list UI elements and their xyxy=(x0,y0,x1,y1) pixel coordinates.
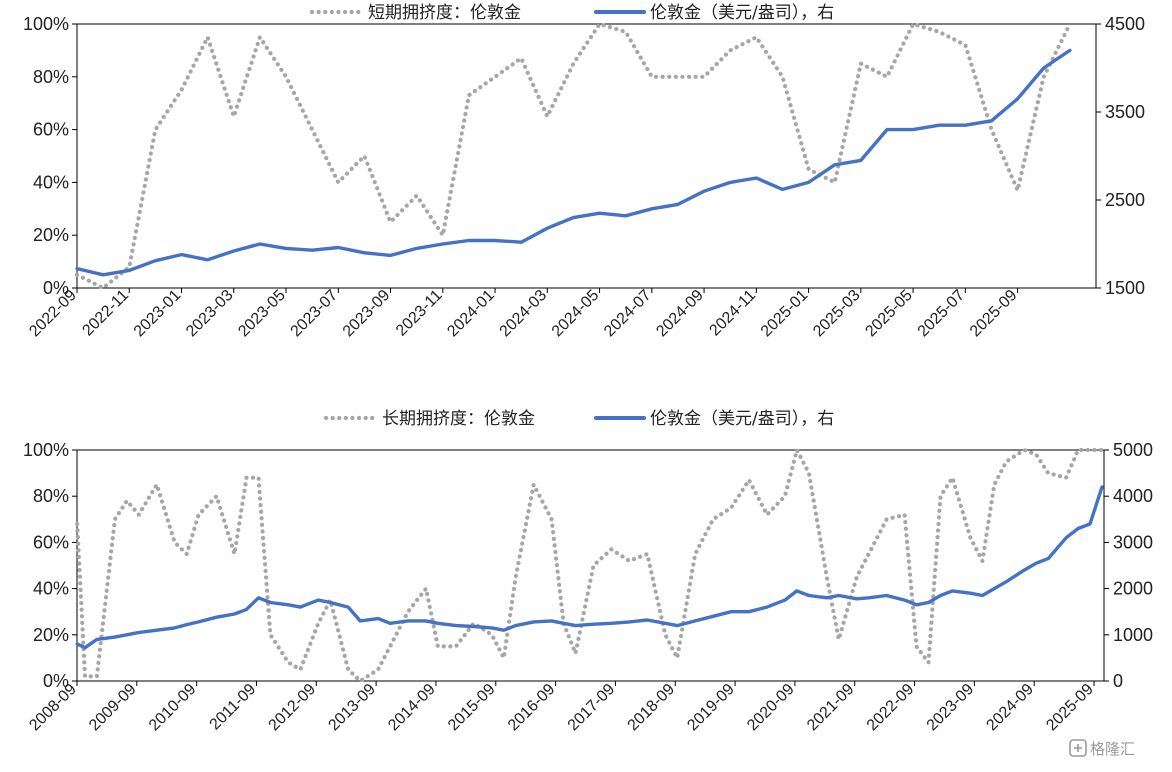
gold-price-line xyxy=(75,485,1104,650)
x-tick-label: 2022-09 xyxy=(864,681,918,735)
y-left-tick-label: 100% xyxy=(23,440,69,460)
x-tick-label: 2023-09 xyxy=(340,287,394,341)
y-right-tick-label: 4500 xyxy=(1105,14,1145,34)
x-tick-label: 2023-09 xyxy=(924,681,978,735)
x-tick-label: 2023-03 xyxy=(183,287,237,341)
x-tick-label: 2024-05 xyxy=(549,287,603,341)
x-tick-label: 2015-09 xyxy=(445,681,499,735)
x-tick-label: 2023-01 xyxy=(131,287,185,341)
y-right-tick-label: 4000 xyxy=(1113,486,1153,506)
x-tick-label: 2025-05 xyxy=(862,287,916,341)
y-left-tick-label: 20% xyxy=(33,225,69,245)
chart-bottom-long-term: 0% 20% 40% 60% 80% 100% 0 1000 2000 3000 4000 5000 2… xyxy=(23,409,1153,734)
y-right-tick-label: 2500 xyxy=(1105,190,1145,210)
y-right-tick-label: 1500 xyxy=(1105,278,1145,298)
x-tick-label: 2022-11 xyxy=(79,287,132,340)
legend-label: 伦敦金（美元/盎司），右 xyxy=(650,409,834,429)
x-tick-label: 2025-01 xyxy=(758,287,812,341)
y-right-tick-label: 3000 xyxy=(1113,532,1153,552)
y-left-tick-label: 40% xyxy=(33,172,69,192)
x-tick-label: 2024-03 xyxy=(497,287,551,341)
y-right-tick-label: 0 xyxy=(1113,671,1123,691)
x-tick-label: 2011-09 xyxy=(207,681,260,734)
y-left-tick-label: 100% xyxy=(23,14,69,34)
x-tick-label: 2025-09 xyxy=(967,287,1021,341)
x-tick-label: 2018-09 xyxy=(625,681,679,735)
y-left-tick-label: 20% xyxy=(33,625,69,645)
x-tick-label: 2017-09 xyxy=(565,681,619,735)
gold-price-line xyxy=(75,48,1072,277)
legend-label: 伦敦金（美元/盎司），右 xyxy=(650,3,834,23)
x-tick-label: 2023-11 xyxy=(393,287,446,340)
y-left-tick-label: 0% xyxy=(43,671,69,691)
legend-label: 短期拥挤度：伦敦金 xyxy=(368,3,521,23)
x-tick-label: 2024-11 xyxy=(706,287,759,340)
x-tick-label: 2019-09 xyxy=(684,681,738,735)
x-tick-label: 2016-09 xyxy=(505,681,559,735)
y-left-tick-label: 60% xyxy=(33,120,69,140)
x-tick-label: 2023-07 xyxy=(288,287,342,341)
x-tick-label: 2024-01 xyxy=(444,287,498,341)
watermark-text: 格隆汇 xyxy=(1090,740,1135,758)
x-tick-label: 2014-09 xyxy=(385,681,439,735)
x-tick-label: 2025-09 xyxy=(1043,681,1097,735)
x-tick-label: 2009-09 xyxy=(86,681,140,735)
x-tick-label: 2023-05 xyxy=(235,287,289,341)
plot-area-frame xyxy=(76,449,1105,682)
chart-top-short-term: 0%20%40%60%80%100%15002500350045002022-0… xyxy=(23,3,1145,340)
x-tick-label: 2025-03 xyxy=(810,287,864,341)
y-left-tick-label: 60% xyxy=(33,532,69,552)
plot-area-frame xyxy=(76,23,1097,289)
x-tick-label: 2013-09 xyxy=(325,681,379,735)
watermark: 格隆汇 xyxy=(1069,739,1135,758)
y-left-tick-label: 80% xyxy=(33,486,69,506)
x-tick-label: 2021-09 xyxy=(804,681,858,735)
x-tick-label: 2024-09 xyxy=(653,287,707,341)
y-right-tick-label: 1000 xyxy=(1113,625,1153,645)
x-tick-label: 2025-07 xyxy=(915,287,969,341)
x-tick-label: 2024-09 xyxy=(983,681,1037,735)
legend-label: 长期拥挤度：伦敦金 xyxy=(382,409,535,429)
x-tick-label: 2010-09 xyxy=(146,681,200,735)
y-right-tick-label: 5000 xyxy=(1113,440,1153,460)
crowding-index-line xyxy=(75,447,1105,684)
x-tick-label: 2024-07 xyxy=(601,287,655,341)
x-tick-label: 2012-09 xyxy=(266,681,320,735)
y-right-tick-label: 3500 xyxy=(1105,102,1145,122)
y-right-tick-label: 2000 xyxy=(1113,579,1153,599)
y-left-tick-label: 80% xyxy=(33,67,69,87)
y-left-tick-label: 40% xyxy=(33,579,69,599)
gelonghui-logo-icon xyxy=(1069,739,1087,757)
crowding-index-line xyxy=(74,21,1073,291)
y-left-tick-label: 0% xyxy=(43,278,69,298)
x-tick-label: 2020-09 xyxy=(744,681,798,735)
